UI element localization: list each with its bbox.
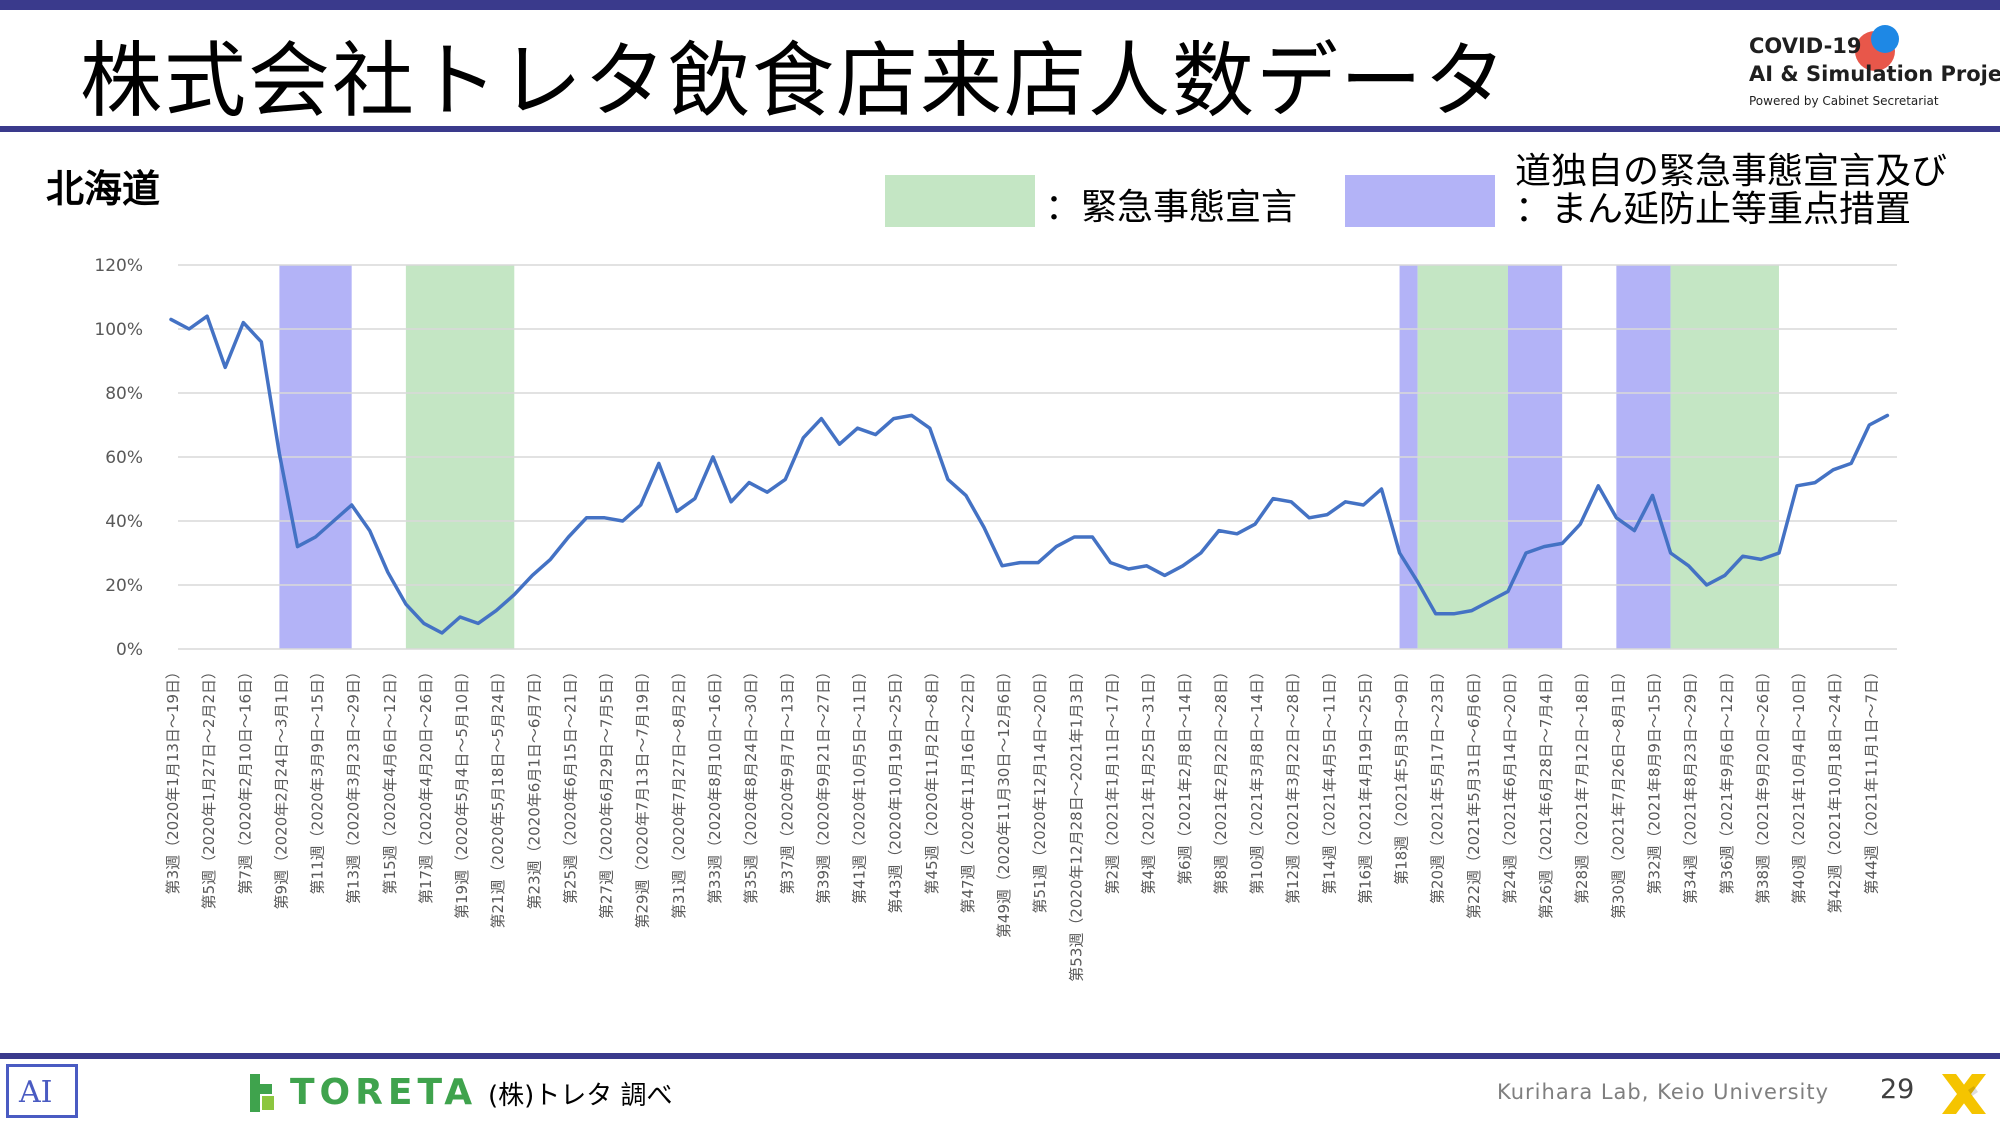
toreta-wordmark: TORETA bbox=[290, 1072, 478, 1113]
x-tick-label: 第8週（2021年2月22日～28日） bbox=[1212, 664, 1230, 894]
x-tick-label: 第21週（2020年5月18日～5月24日） bbox=[489, 664, 507, 929]
toreta-logo: TORETA bbox=[246, 1068, 472, 1118]
x-tick-label: 第12週（2021年3月22日～28日） bbox=[1284, 664, 1302, 904]
top-bar bbox=[0, 0, 2000, 10]
x-tick-label: 第15週（2020年4月6日～12日） bbox=[381, 664, 399, 894]
x-tick-label: 第26週（2021年6月28日～7月4日） bbox=[1537, 664, 1555, 919]
x-tick-label: 第41週（2020年10月5日～11日） bbox=[851, 664, 869, 904]
footer-divider bbox=[0, 1053, 2000, 1059]
legend-prefectural-label-line2: ：まん延防止等重点措置 bbox=[1515, 189, 1912, 230]
x-tick-label: 第49週（2020年11月30日～12月6日） bbox=[995, 664, 1013, 938]
x-tick-label: 第44週（2021年11月1日～7日） bbox=[1862, 664, 1880, 894]
x-tick-label: 第37週（2020年9月7日～13日） bbox=[778, 664, 796, 894]
y-tick-label: 20% bbox=[105, 576, 143, 596]
x-tick-label: 第38週（2021年9月20日～26日） bbox=[1754, 664, 1772, 904]
y-tick-label: 80% bbox=[105, 384, 143, 404]
line-chart: 0% 20% 40% 60% 80% 100% 120% 第3週（2020年1月13日～19日… bbox=[94, 256, 1897, 982]
header-divider bbox=[0, 126, 2000, 132]
x-tick-label: 第7週（2020年2月10日～16日） bbox=[236, 664, 254, 894]
y-tick-label: 100% bbox=[94, 320, 143, 340]
x-tick-label: 第19週（2020年5月4日～5月10日） bbox=[453, 664, 471, 919]
toreta-mark-icon bbox=[250, 1074, 274, 1112]
covid-project-logo: COVID-19 AI & Simulation Project Powered… bbox=[1745, 18, 2000, 113]
logo-line1: COVID-19 bbox=[1749, 34, 1862, 58]
x-tick-label: 第2週（2021年1月11日～17日） bbox=[1103, 664, 1121, 894]
ai-logo-text: AI bbox=[19, 1075, 53, 1110]
legend-prefectural-swatch bbox=[1345, 175, 1495, 227]
x-tick-label: 第34週（2021年8月23日～29日） bbox=[1682, 664, 1700, 904]
lab-credit: Kurihara Lab, Keio University bbox=[1497, 1080, 1830, 1104]
x-tick-label: 第4週（2021年1月25日～31日） bbox=[1140, 664, 1158, 894]
x-tick-label: 第3週（2020年1月13日～19日） bbox=[164, 664, 182, 894]
x-tick-label: 第28週（2021年7月12日～18日） bbox=[1573, 664, 1591, 904]
x-tick-label: 第31週（2020年7月27日～8月2日） bbox=[670, 664, 688, 919]
logo-blue-circle-icon bbox=[1871, 25, 1899, 53]
x-tick-label: 第16週（2021年4月19日～25日） bbox=[1356, 664, 1374, 904]
x-tick-label: 第25週（2020年6月15日～21日） bbox=[561, 664, 579, 904]
x-tick-label: 第36週（2021年9月6日～12日） bbox=[1718, 664, 1736, 894]
legend-emergency-swatch bbox=[885, 175, 1035, 227]
x-tick-label: 第51週（2020年12月14日～20日） bbox=[1031, 664, 1049, 914]
y-tick-label: 40% bbox=[105, 512, 143, 532]
legend-prefectural-label-line1: 道独自の緊急事態宣言及び bbox=[1515, 151, 1948, 192]
x-tick-label: 第13週（2020年3月23日～29日） bbox=[345, 664, 363, 904]
x-tick-label: 第30週（2021年7月26日～8月1日） bbox=[1609, 664, 1627, 919]
x-tick-label: 第33週（2020年8月10日～16日） bbox=[706, 664, 724, 904]
x-tick-label: 第11週（2020年3月9日～15日） bbox=[309, 664, 327, 894]
x-tick-label: 第42週（2021年10月18日～24日） bbox=[1826, 664, 1844, 914]
x-tick-label: 第35週（2020年8月24日～30日） bbox=[742, 664, 760, 904]
x-tick-label: 第5週（2020年1月27日～2月2日） bbox=[200, 664, 218, 909]
x-tick-label: 第24週（2021年6月14日～20日） bbox=[1501, 664, 1519, 904]
logo-line2: AI & Simulation Project bbox=[1749, 62, 2000, 86]
series-line bbox=[169, 314, 1890, 635]
x-tick-label: 第53週（2020年12月28日～2021年1月3日） bbox=[1067, 664, 1085, 982]
y-tick-label: 0% bbox=[116, 640, 143, 660]
ai-logo: AI bbox=[6, 1064, 78, 1118]
x-logo-icon bbox=[1942, 1074, 1986, 1114]
x-tick-label: 第9週（2020年2月24日～3月1日） bbox=[272, 664, 290, 909]
x-tick-label: 第20週（2021年5月17日～23日） bbox=[1429, 664, 1447, 904]
x-tick-label: 第23週（2020年6月1日～6月7日） bbox=[525, 664, 543, 909]
legend-emergency-label: ：緊急事態宣言 bbox=[1045, 187, 1298, 228]
x-tick-label: 第29週（2020年7月13日～7月19日） bbox=[634, 664, 652, 929]
y-tick-label: 60% bbox=[105, 448, 143, 468]
x-tick-label: 第39週（2020年9月21日～27日） bbox=[814, 664, 832, 904]
page-number: 29 bbox=[1880, 1074, 1915, 1105]
region-label: 北海道 bbox=[46, 167, 161, 211]
x-tick-label: 第32週（2021年8月9日～15日） bbox=[1645, 664, 1663, 894]
x-tick-label: 第40週（2021年10月4日～10日） bbox=[1790, 664, 1808, 904]
page-title: 株式会社トレタ飲食店来店人数データ bbox=[80, 34, 1509, 129]
x-tick-label: 第14週（2021年4月5日～11日） bbox=[1320, 664, 1338, 894]
x-tick-label: 第17週（2020年4月20日～26日） bbox=[417, 664, 435, 904]
logo-line3: Powered by Cabinet Secretariat bbox=[1749, 94, 1939, 108]
x-tick-label: 第18週（2021年5月3日～9日） bbox=[1393, 664, 1411, 885]
y-tick-label: 120% bbox=[94, 256, 143, 276]
x-tick-label: 第45週（2020年11月2日～8日） bbox=[923, 664, 941, 894]
source-note: (株)トレタ 調べ bbox=[488, 1081, 673, 1111]
x-tick-label: 第6週（2021年2月8日～14日） bbox=[1176, 664, 1194, 885]
x-tick-label: 第27週（2020年6月29日～7月5日） bbox=[598, 664, 616, 919]
x-tick-label: 第10週（2021年3月8日～14日） bbox=[1248, 664, 1266, 894]
x-tick-label: 第47週（2020年11月16日～22日） bbox=[959, 664, 977, 914]
x-tick-label: 第43週（2020年10月19日～25日） bbox=[887, 664, 905, 914]
x-tick-label: 第22週（2021年5月31日～6月6日） bbox=[1465, 664, 1483, 919]
